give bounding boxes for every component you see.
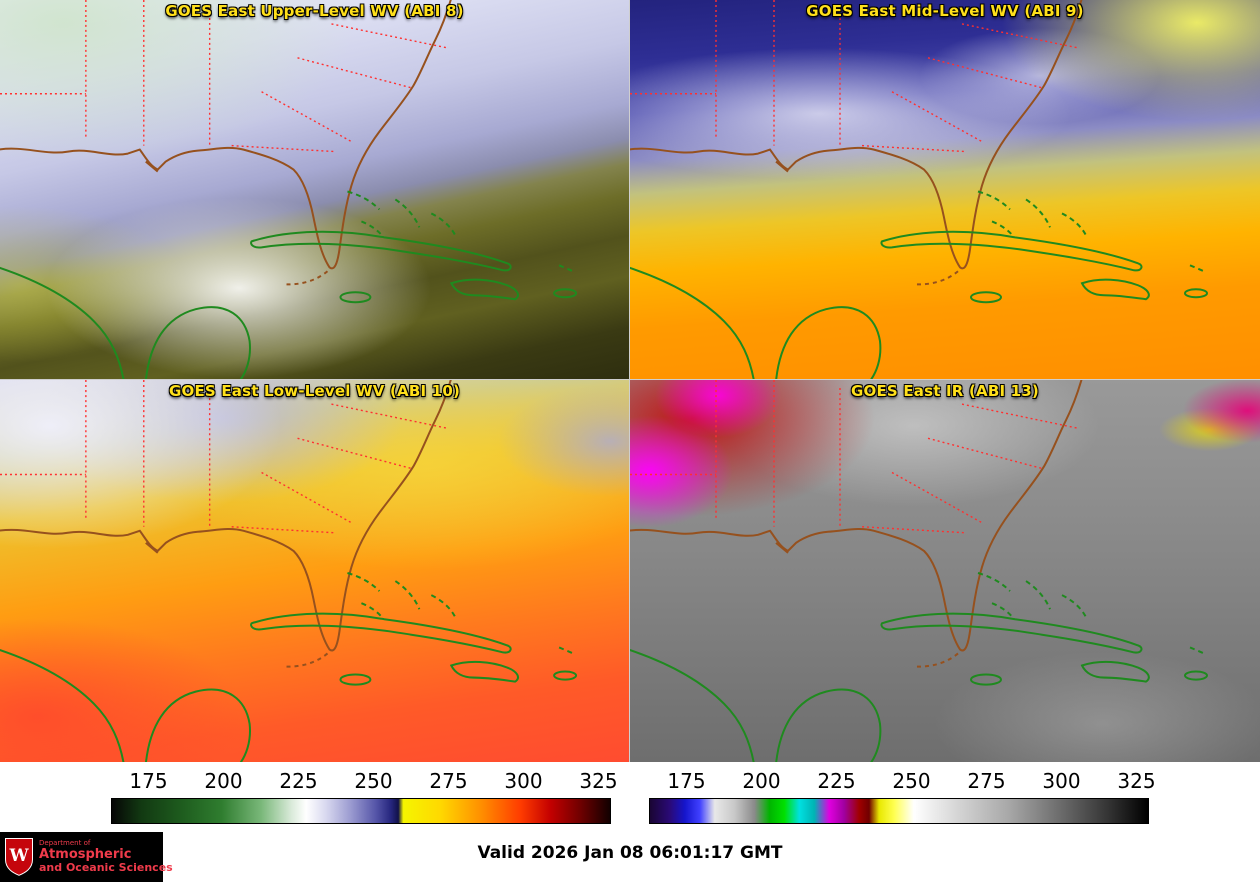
ir-colorbar: 175 200 225 250 275 300 325 — [649, 768, 1156, 824]
colorbar-tick: 300 — [504, 769, 543, 793]
colorbar-tick: 275 — [429, 769, 468, 793]
panel-ir: GOES East IR (ABI 13) — [630, 380, 1260, 762]
footer: W Department of Atmospheric and Oceanic … — [0, 832, 1260, 882]
basemap-overlay — [630, 0, 1208, 379]
wv-colorbar-gradient — [111, 798, 611, 824]
panel-title-ir: GOES East IR (ABI 13) — [850, 382, 1039, 400]
panel-title-low-level-wv: GOES East Low-Level WV (ABI 10) — [168, 382, 461, 400]
satellite-panel-grid: GOES East Upper-Level WV (ABI 8) GOES Ea… — [0, 0, 1260, 762]
logo-text: Department of Atmospheric and Oceanic Sc… — [39, 839, 173, 874]
panel-upper-level-wv: GOES East Upper-Level WV (ABI 8) — [0, 0, 629, 379]
wv-colorbar: 175 200 225 250 275 300 325 — [111, 768, 618, 824]
basemap-overlay — [0, 380, 578, 762]
logo-line-oceanic: and Oceanic Sciences — [39, 860, 173, 874]
basemap-overlay — [630, 380, 1209, 762]
logo-line-atmospheric: Atmospheric — [39, 846, 132, 862]
panel-mid-level-wv: GOES East Mid-Level WV (ABI 9) — [630, 0, 1260, 379]
colorbar-tick: 325 — [579, 769, 618, 793]
basemap-overlay — [0, 0, 578, 379]
panel-title-mid-level-wv: GOES East Mid-Level WV (ABI 9) — [806, 2, 1084, 20]
colorbar-tick: 225 — [279, 769, 318, 793]
colorbar-tick: 250 — [892, 769, 931, 793]
colorbar-tick: 200 — [204, 769, 243, 793]
colorbar-strip: 175 200 225 250 275 300 325 175 200 225 … — [0, 762, 1260, 832]
colorbar-tick: 325 — [1117, 769, 1156, 793]
ir-colorbar-gradient — [649, 798, 1149, 824]
ir-colorbar-ticks: 175 200 225 250 275 300 325 — [649, 768, 1155, 798]
colorbar-tick: 225 — [817, 769, 856, 793]
valid-timestamp: Valid 2026 Jan 08 06:01:17 GMT — [477, 843, 783, 863]
uw-crest-icon: W — [5, 838, 33, 876]
crest-monogram: W — [8, 846, 29, 866]
colorbar-tick: 200 — [742, 769, 781, 793]
wv-colorbar-ticks: 175 200 225 250 275 300 325 — [111, 768, 617, 798]
colorbar-tick: 175 — [129, 769, 168, 793]
colorbar-tick: 300 — [1042, 769, 1081, 793]
panel-low-level-wv: GOES East Low-Level WV (ABI 10) — [0, 380, 629, 762]
colorbar-tick: 175 — [667, 769, 706, 793]
colorbar-tick: 250 — [354, 769, 393, 793]
logo-dept-line: Department of — [39, 839, 91, 848]
uw-aos-logo: W Department of Atmospheric and Oceanic … — [0, 832, 173, 882]
panel-title-upper-level-wv: GOES East Upper-Level WV (ABI 8) — [165, 2, 464, 20]
colorbar-tick: 275 — [967, 769, 1006, 793]
